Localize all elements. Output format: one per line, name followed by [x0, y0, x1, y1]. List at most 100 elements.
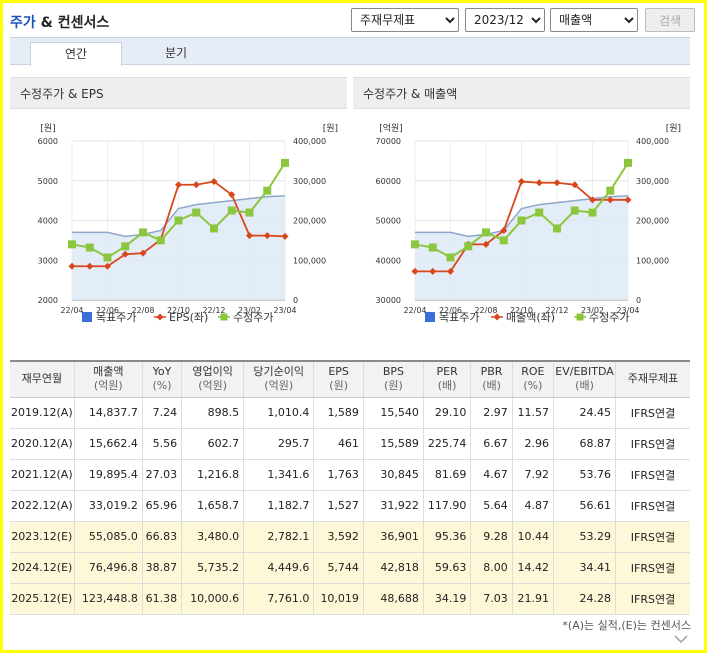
column-header: 당기순이익 (억원)	[243, 360, 314, 398]
table-cell: IFRS연결	[615, 428, 690, 460]
table-cell: 38.87	[141, 552, 182, 584]
y-right-tick-label: 200,000	[293, 217, 326, 226]
table-cell: 2022.12(A)	[10, 490, 75, 522]
table-cell: 1,658.7	[181, 490, 244, 522]
financial-table: 재무연월 매출액 (억원) YoY (%) 영업이익 (억원) 당기순이익 (억원) EPS (원)…	[10, 360, 690, 615]
price-series-point	[210, 224, 218, 233]
table-cell: 7.92	[511, 459, 554, 491]
price-series-point	[192, 208, 201, 217]
chart-title: 수정주가 & 매출액	[353, 77, 690, 109]
x-tick-label: 22/08	[131, 306, 154, 315]
table-row: 2021.12(A) 19,895.4 27.03 1,216.8 1,341.6 1,7…	[10, 459, 690, 491]
table-row: 2025.12(E) 123,448.8 61.38 10,000.6 7,761.0 1…	[10, 583, 690, 615]
column-header-label: 당기순이익	[253, 365, 305, 379]
table-cell: 56.61	[553, 490, 616, 522]
y-right-tick-label: 300,000	[293, 177, 326, 186]
legend-label: 수정주가	[589, 311, 629, 324]
y-left-tick-label: 40000	[376, 256, 401, 265]
table-cell: 42,818	[362, 552, 424, 584]
table-cell: 21.91	[511, 583, 554, 615]
column-header: PER (배)	[422, 360, 471, 398]
table-cell: 7,761.0	[243, 583, 314, 615]
legend-swatch-target	[82, 312, 92, 322]
column-header-unit: (%)	[152, 379, 172, 393]
y-right-tick-label: 400,000	[636, 137, 669, 146]
x-tick-label: 22/06	[439, 306, 462, 315]
y-left-tick-label: 50000	[376, 217, 401, 226]
y-right-tick-label: 400,000	[293, 137, 326, 146]
table-cell: 4.87	[511, 490, 554, 522]
y-right-tick-label: 100,000	[636, 256, 669, 265]
table-cell: 2019.12(A)	[10, 397, 75, 429]
table-cell: 59.63	[422, 552, 471, 584]
primary-series-point	[246, 232, 253, 240]
table-cell: 2023.12(E)	[10, 521, 75, 553]
table-cell: 55,085.0	[73, 521, 143, 553]
price-series-point	[570, 206, 579, 215]
table-cell: 15,662.4	[73, 428, 143, 460]
primary-series-point	[192, 181, 200, 189]
search-button[interactable]: 검색	[645, 8, 695, 32]
table-cell: 7.03	[470, 583, 513, 615]
table-cell: 14,837.7	[73, 397, 143, 429]
primary-series-point	[553, 179, 561, 187]
chevron-down-icon[interactable]	[673, 631, 689, 647]
price-series-point	[103, 253, 112, 262]
target-price-area	[415, 195, 628, 300]
table-row: 2020.12(A) 15,662.4 5.56 602.7 295.7 461 15,58…	[10, 428, 690, 460]
table-cell: 53.29	[553, 521, 616, 553]
column-header: EPS (원)	[313, 360, 364, 398]
price-series-point	[121, 242, 130, 251]
table-cell: 34.41	[553, 552, 616, 584]
price-series-point	[263, 186, 272, 195]
y-left-tick-label: 70000	[376, 137, 401, 146]
column-header-label: 주재무제표	[627, 372, 679, 386]
legend-label: 수정주가	[233, 311, 273, 324]
y-left-tick-label: 2000	[38, 296, 58, 305]
table-cell: 24.28	[553, 583, 616, 615]
table-cell: 2024.12(E)	[10, 552, 75, 584]
price-series-point	[606, 186, 615, 195]
price-series-point	[156, 236, 165, 245]
primary-series-point	[447, 267, 454, 275]
table-cell: 2.96	[511, 428, 554, 460]
column-header: 주재무제표	[615, 360, 690, 398]
column-header-label: EV/EBITDA	[555, 365, 614, 379]
table-cell: 9.28	[470, 521, 513, 553]
statement-type-select[interactable]: 주재무제표	[351, 8, 459, 32]
column-header-label: PER	[436, 365, 458, 379]
table-cell: 5,735.2	[181, 552, 244, 584]
primary-series-point	[571, 181, 579, 189]
column-header-label: 재무연월	[21, 372, 63, 386]
metric-select[interactable]: 매출액	[550, 8, 638, 32]
primary-series-point	[281, 232, 289, 240]
table-cell: IFRS연결	[615, 397, 690, 429]
column-header-label: PBR	[480, 365, 503, 379]
table-cell: 7.24	[141, 397, 182, 429]
column-header-unit: (원)	[329, 379, 348, 393]
legend-label: 매출액(좌)	[506, 311, 555, 324]
table-cell: 2020.12(A)	[10, 428, 75, 460]
table-cell: 461	[313, 428, 364, 460]
column-header-unit: (배)	[575, 379, 594, 393]
primary-series-point	[104, 262, 111, 270]
title-main: 주가	[10, 15, 36, 31]
table-cell: IFRS연결	[615, 552, 690, 584]
x-tick-label: 22/04	[60, 306, 83, 315]
column-header: PBR (배)	[470, 360, 513, 398]
chart-panel-eps: 수정주가 & EPS [원] [원] 6000 5000 4000 3000 2000 400…	[10, 77, 347, 337]
column-header-label: 매출액	[93, 365, 124, 379]
column-header-unit: (억원)	[93, 379, 123, 393]
primary-series-point	[139, 249, 147, 257]
price-series-point	[499, 236, 508, 245]
period-select[interactable]: 2023/12	[465, 8, 545, 32]
table-cell: 29.10	[422, 397, 471, 429]
tab-quarterly[interactable]: 분기	[164, 46, 188, 60]
tab-annual[interactable]: 연간	[30, 42, 122, 66]
x-tick-label: 22/10	[167, 306, 190, 315]
y-left-tick-label: 60000	[376, 177, 401, 186]
legend-label: EPS(좌)	[169, 311, 208, 324]
price-series-point	[227, 206, 236, 215]
period-tabs: 연간 분기	[10, 37, 690, 66]
table-cell: 10,000.6	[181, 583, 244, 615]
